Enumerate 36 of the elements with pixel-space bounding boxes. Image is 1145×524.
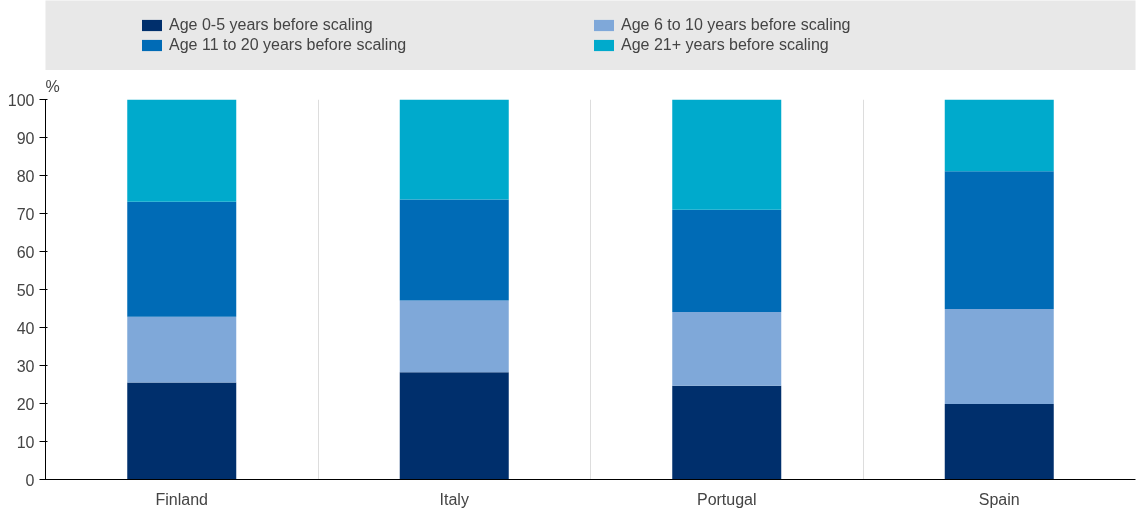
- y-tick-label: 80: [16, 167, 35, 185]
- x-tick-label: Spain: [978, 490, 1020, 508]
- bar: [672, 385, 782, 480]
- bar: [672, 311, 782, 386]
- y-tick-label: 90: [16, 129, 35, 147]
- y-tick-label: 100: [7, 91, 35, 109]
- bar: [399, 300, 509, 373]
- bar: [399, 372, 509, 480]
- bar: [399, 99, 509, 200]
- x-tick-label: Portugal: [696, 490, 757, 508]
- y-axis-title: %: [45, 77, 60, 95]
- y-tick-label: 50: [16, 281, 35, 299]
- y-tick-label: 0: [25, 471, 35, 489]
- bar: [127, 382, 237, 480]
- x-tick-label: Italy: [439, 490, 469, 508]
- legend-label: Age 11 to 20 years before scaling: [169, 36, 408, 54]
- bar: [399, 199, 509, 301]
- y-tick-label: 70: [16, 205, 35, 223]
- bar: [672, 209, 782, 312]
- legend-label: Age 6 to 10 years before scaling: [621, 16, 852, 34]
- bar: [944, 99, 1054, 172]
- y-tick-label: 10: [16, 433, 35, 451]
- bar: [127, 316, 237, 383]
- bar: [672, 99, 782, 210]
- bar: [944, 308, 1054, 404]
- y-tick-label: 20: [16, 395, 35, 413]
- bar: [944, 403, 1054, 480]
- y-tick-label: 40: [16, 319, 35, 337]
- bar: [127, 99, 237, 202]
- bar: [944, 171, 1054, 309]
- bar: [127, 201, 237, 317]
- legend-label: Age 21+ years before scaling: [621, 36, 830, 54]
- y-tick-label: 30: [16, 357, 35, 375]
- legend-label: Age 0-5 years before scaling: [169, 16, 374, 34]
- y-tick-label: 60: [16, 243, 35, 261]
- x-tick-label: Finland: [155, 490, 208, 508]
